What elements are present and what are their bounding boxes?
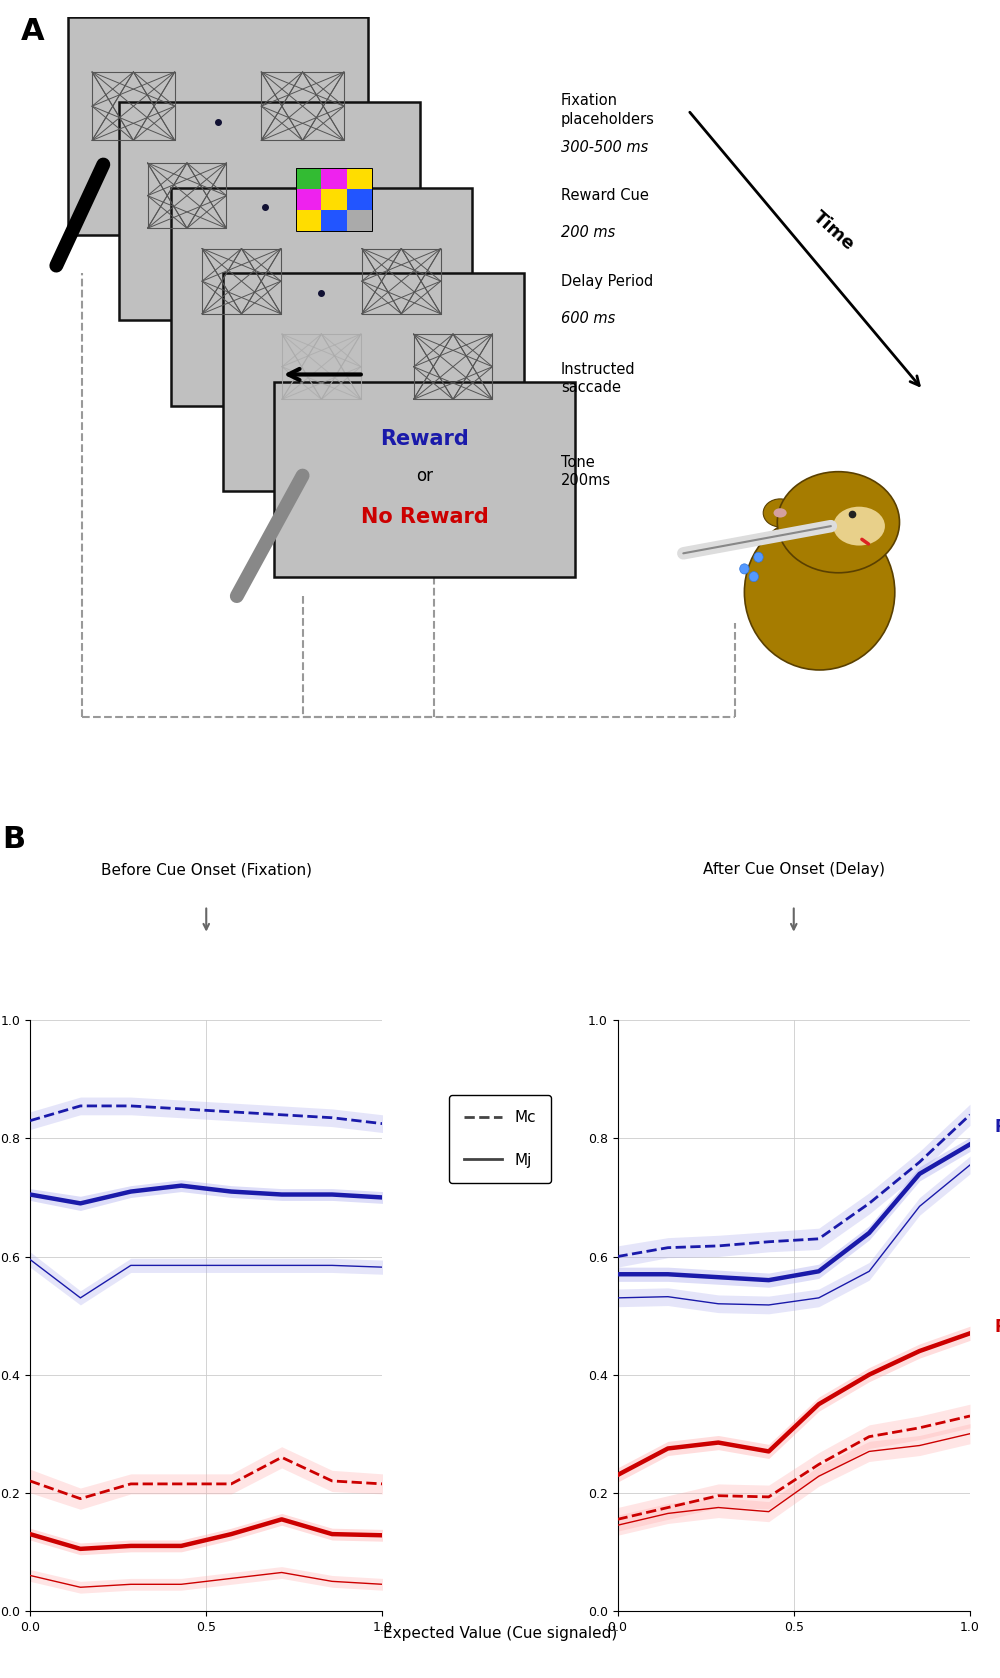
Text: Time: Time bbox=[809, 208, 858, 253]
Text: PNR: PNR bbox=[995, 1319, 1000, 1336]
Text: or: or bbox=[416, 466, 433, 485]
Ellipse shape bbox=[744, 515, 895, 670]
Text: Instructed
saccade: Instructed saccade bbox=[561, 361, 636, 394]
Bar bbox=[261, 72, 344, 141]
Text: 600 ms: 600 ms bbox=[561, 310, 615, 326]
Bar bbox=[321, 168, 347, 188]
Text: Tone
200ms: Tone 200ms bbox=[561, 455, 611, 488]
Ellipse shape bbox=[774, 508, 787, 517]
Ellipse shape bbox=[740, 564, 749, 574]
Text: 200 ms: 200 ms bbox=[561, 225, 615, 240]
Bar bbox=[296, 210, 321, 230]
Bar bbox=[347, 188, 372, 210]
Ellipse shape bbox=[833, 507, 885, 545]
Bar bbox=[362, 248, 441, 314]
Text: B: B bbox=[2, 826, 25, 854]
Text: Delay Period: Delay Period bbox=[561, 274, 653, 289]
Text: Fixation
placeholders: Fixation placeholders bbox=[561, 94, 655, 128]
Text: No Reward: No Reward bbox=[361, 507, 489, 527]
Text: Reward Cue: Reward Cue bbox=[561, 188, 649, 203]
Bar bbox=[321, 188, 347, 210]
Bar bbox=[414, 334, 492, 399]
Text: Expected Value (Cue signaled): Expected Value (Cue signaled) bbox=[383, 1626, 617, 1641]
Bar bbox=[202, 248, 281, 314]
Ellipse shape bbox=[754, 552, 763, 562]
Bar bbox=[321, 210, 347, 230]
Bar bbox=[296, 168, 321, 188]
Text: PR: PR bbox=[995, 1118, 1000, 1136]
Text: Reward: Reward bbox=[380, 430, 469, 450]
Bar bbox=[296, 188, 321, 210]
FancyBboxPatch shape bbox=[119, 102, 420, 320]
Bar bbox=[148, 163, 226, 228]
Bar bbox=[92, 72, 175, 141]
Bar bbox=[282, 334, 361, 399]
Ellipse shape bbox=[860, 530, 877, 537]
Ellipse shape bbox=[749, 572, 759, 582]
Text: A: A bbox=[21, 17, 44, 45]
Text: 300-500 ms: 300-500 ms bbox=[561, 139, 648, 154]
FancyBboxPatch shape bbox=[223, 274, 524, 492]
Legend: Mc, Mj: Mc, Mj bbox=[449, 1094, 551, 1183]
Text: Before Cue Onset (Fixation): Before Cue Onset (Fixation) bbox=[101, 862, 312, 878]
Bar bbox=[347, 210, 372, 230]
FancyBboxPatch shape bbox=[274, 383, 575, 577]
Circle shape bbox=[777, 472, 900, 572]
Bar bbox=[296, 168, 372, 230]
Bar bbox=[347, 168, 372, 188]
FancyBboxPatch shape bbox=[171, 188, 472, 406]
Text: After Cue Onset (Delay): After Cue Onset (Delay) bbox=[703, 862, 885, 878]
Circle shape bbox=[763, 498, 797, 527]
FancyBboxPatch shape bbox=[68, 17, 368, 235]
